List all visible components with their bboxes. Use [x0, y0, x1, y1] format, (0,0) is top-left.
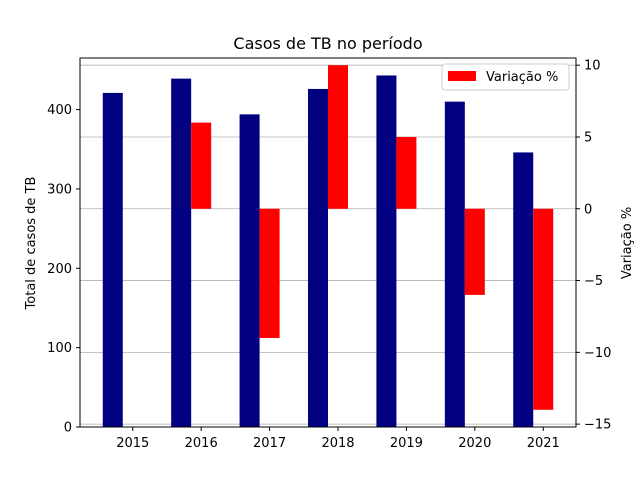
- chart-title: Casos de TB no período: [233, 34, 422, 53]
- legend-swatch: [448, 71, 476, 81]
- bar-variation-2021: [533, 208, 554, 410]
- y-axis-left: 0 100 200 300 400: [47, 103, 80, 436]
- y-tick-label: 200: [47, 262, 72, 277]
- x-tick-label: 2015: [116, 436, 149, 451]
- plot-frame: [79, 57, 577, 428]
- y2-tick-label: 10: [584, 59, 601, 74]
- bar-total-2021: [513, 152, 534, 427]
- bar-variation-2019: [396, 136, 417, 209]
- y2-tick-label: −5: [584, 274, 603, 289]
- y2-tick-label: 5: [584, 130, 592, 145]
- bar-variation-2018: [328, 65, 348, 209]
- bar-total-2015: [102, 92, 123, 427]
- bar-variation-2017: [259, 208, 280, 338]
- y-axis-right-title: Variação %: [620, 207, 635, 279]
- y-tick-label: 400: [47, 103, 72, 118]
- y2-tick-label: 0: [584, 202, 592, 217]
- y-tick-label: 100: [47, 341, 72, 356]
- x-tick-label: 2018: [321, 436, 354, 451]
- x-tick-label: 2016: [185, 436, 218, 451]
- y-axis-left-title: Total de casos de TB: [24, 177, 39, 311]
- y2-tick-label: −15: [584, 418, 611, 433]
- bar-total-2018: [308, 88, 328, 427]
- x-axis: 2015 2016 2017 2018 2019 2020 2021: [116, 427, 560, 451]
- bar-total-2019: [376, 75, 397, 427]
- bar-total-2016: [171, 78, 192, 427]
- y-tick-label: 0: [64, 421, 72, 436]
- legend: Variação %: [441, 63, 570, 91]
- bars: [102, 65, 554, 428]
- bar-total-2017: [239, 114, 260, 428]
- bar-variation-2020: [464, 208, 485, 295]
- x-tick-label: 2017: [253, 436, 286, 451]
- bar-total-2020: [444, 101, 465, 427]
- legend-box: [441, 63, 570, 91]
- y-axis-right: 10 5 0 −5 −10 −15: [576, 59, 611, 433]
- x-tick-label: 2019: [390, 436, 423, 451]
- y-tick-label: 300: [47, 182, 72, 197]
- bar-variation-2016: [191, 122, 212, 209]
- x-tick-label: 2020: [458, 436, 491, 451]
- y2-tick-label: −10: [584, 346, 611, 361]
- legend-label: Variação %: [486, 70, 558, 85]
- x-tick-label: 2021: [527, 436, 560, 451]
